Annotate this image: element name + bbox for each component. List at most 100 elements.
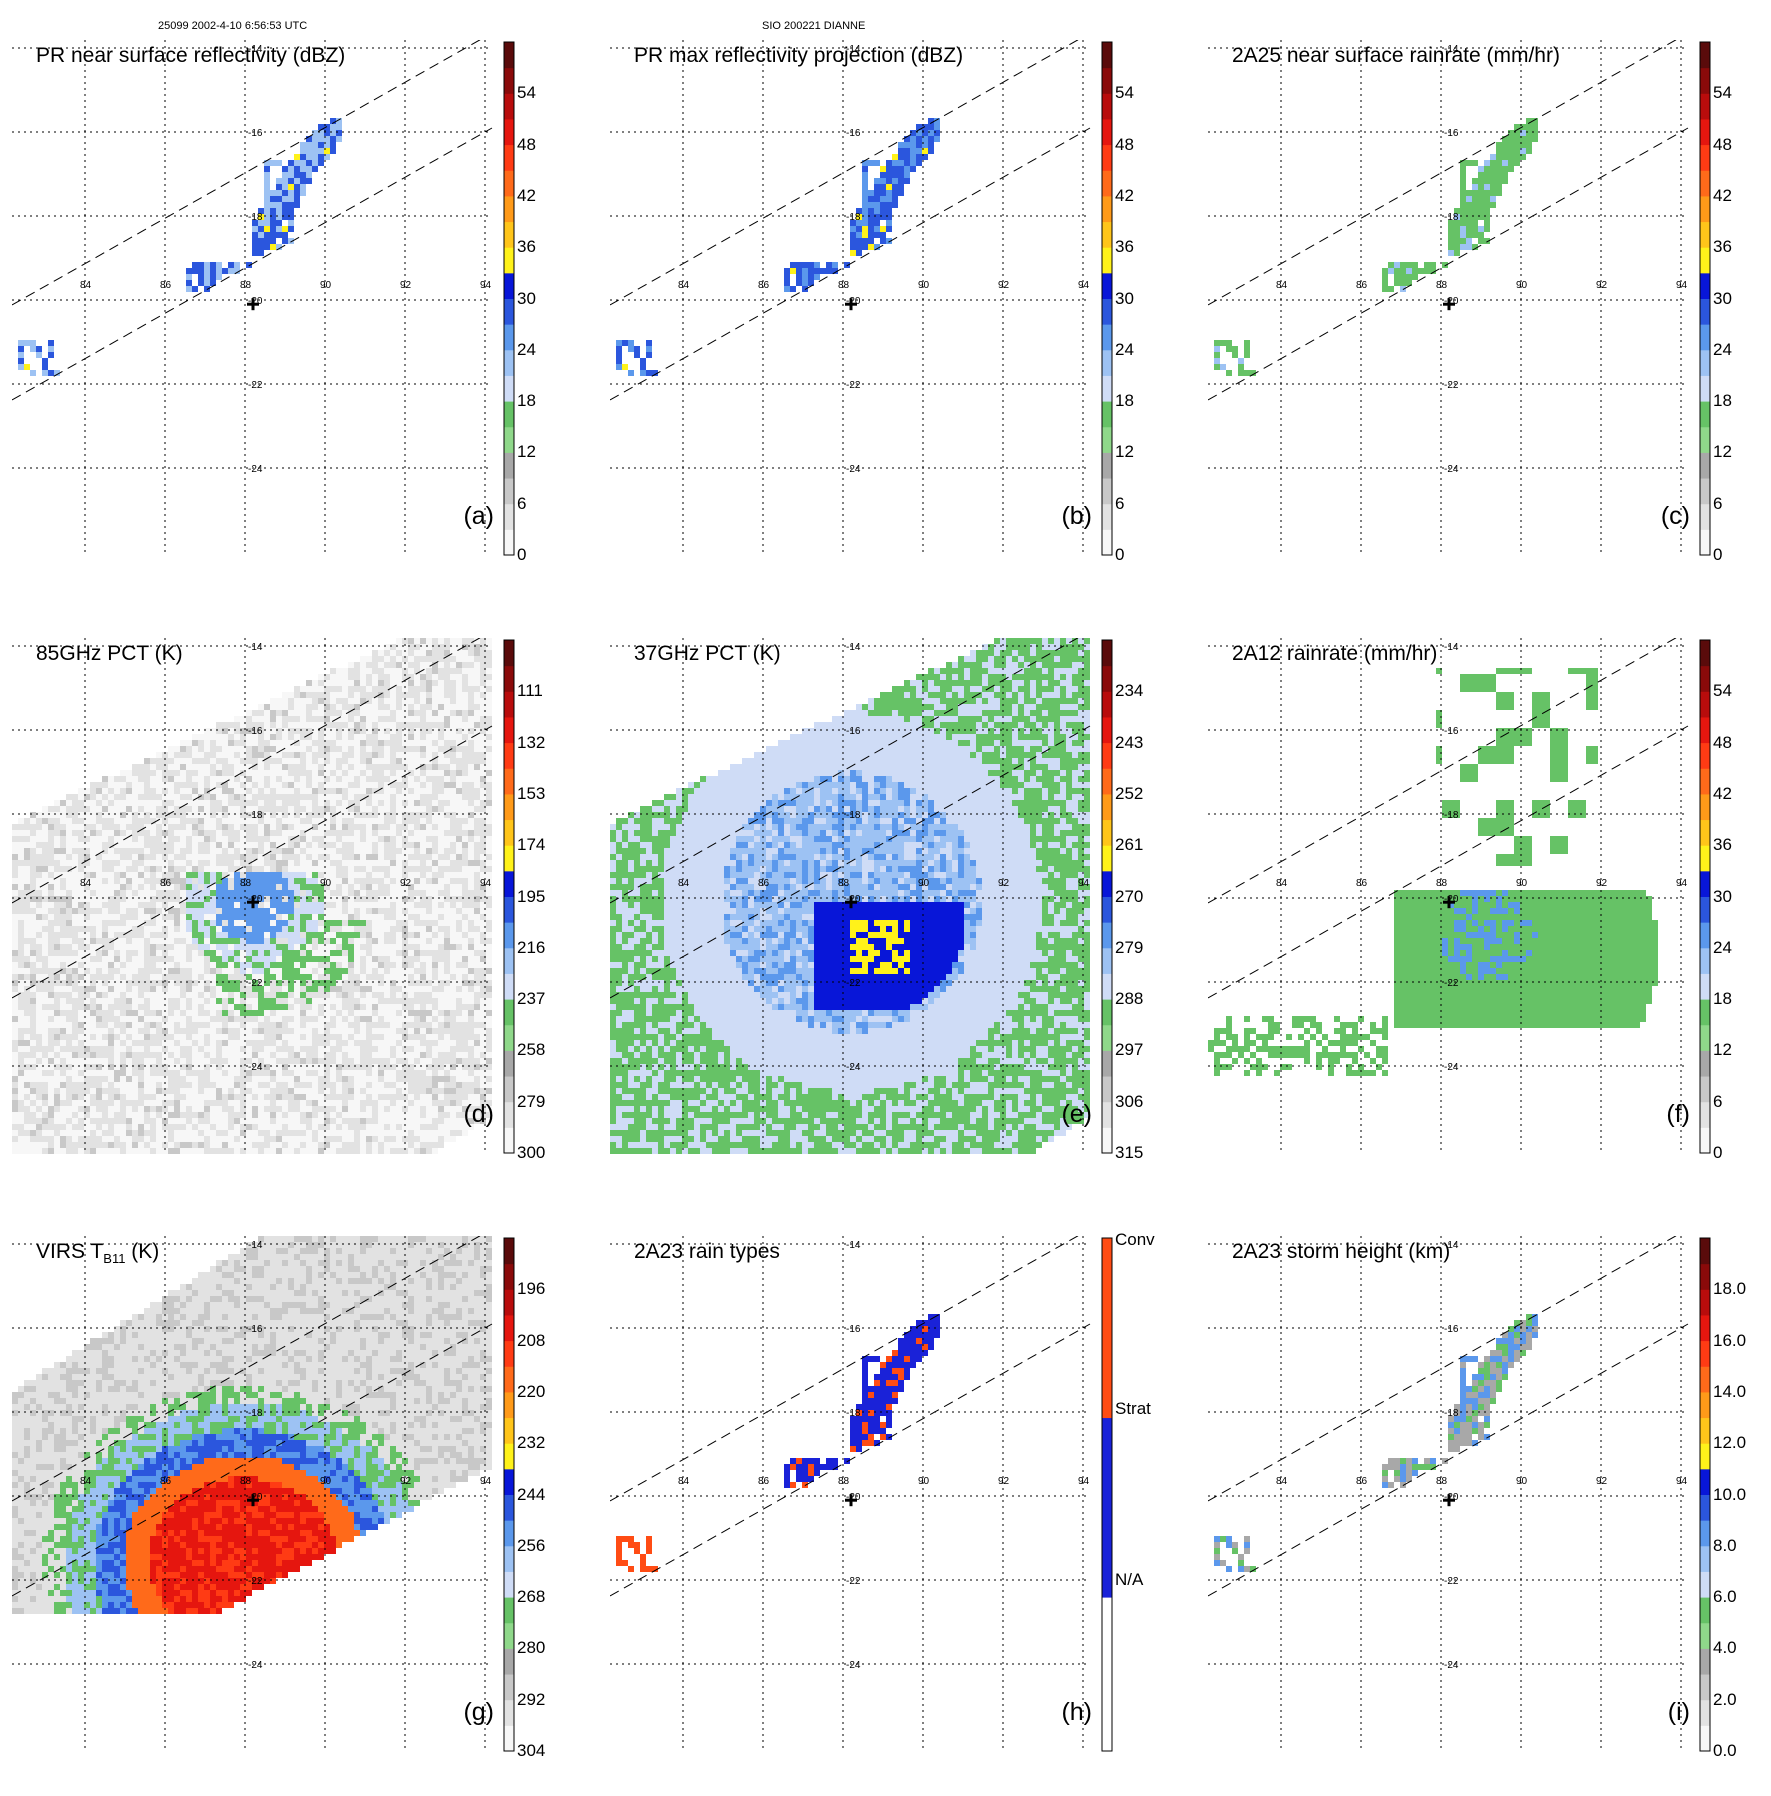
lat-label: -18 xyxy=(846,810,861,821)
lat-label: -18 xyxy=(1444,1408,1459,1419)
colorbar-tick-label: 30 xyxy=(1713,887,1732,907)
lat-label: -22 xyxy=(248,380,263,391)
colorbar-f xyxy=(1700,640,1710,1154)
colorbar-tick-label: 256 xyxy=(517,1536,545,1556)
lon-label: 94 xyxy=(1078,878,1090,889)
lon-label: 86 xyxy=(160,1476,172,1487)
panel-title: 37GHz PCT (K) xyxy=(634,642,781,666)
lon-label: 92 xyxy=(998,1476,1010,1487)
colorbar-tick-label: 36 xyxy=(517,237,536,257)
lon-label: 88 xyxy=(1436,280,1448,291)
panel-title: VIRS TB11 (K) xyxy=(36,1240,159,1266)
lon-label: 88 xyxy=(1436,878,1448,889)
colorbar-tick-label: 234 xyxy=(1115,681,1143,701)
lon-label: 90 xyxy=(320,878,332,889)
colorbar-tick-label: 12 xyxy=(1713,1040,1732,1060)
colorbar-tick-label: 6 xyxy=(1713,1092,1722,1112)
colorbar-tick-label: 220 xyxy=(517,1382,545,1402)
lat-label: -18 xyxy=(846,1408,861,1419)
colorbar-tick-label: 16.0 xyxy=(1713,1331,1746,1351)
colorbar-h xyxy=(1102,1238,1112,1752)
lon-label: 86 xyxy=(758,878,770,889)
lon-label: 90 xyxy=(1516,878,1528,889)
colorbar-tick-label: 48 xyxy=(517,135,536,155)
colorbar-tick-label: 30 xyxy=(1115,289,1134,309)
lon-label: 90 xyxy=(1516,1476,1528,1487)
colorbar-tick-label: 237 xyxy=(517,989,545,1009)
lon-label: 94 xyxy=(480,280,492,291)
colorbar-category-label: Strat xyxy=(1115,1399,1151,1419)
colorbar-tick-label: 252 xyxy=(1115,784,1143,804)
colorbar-tick-label: 12 xyxy=(517,442,536,462)
colorbar-tick-label: 306 xyxy=(1115,1092,1143,1112)
lon-label: 90 xyxy=(918,878,930,889)
colorbar-tick-label: 12.0 xyxy=(1713,1433,1746,1453)
lon-label: 94 xyxy=(480,878,492,889)
colorbar-tick-label: 48 xyxy=(1713,135,1732,155)
lat-label: -22 xyxy=(1444,978,1459,989)
panel-tag: (f) xyxy=(1666,1100,1690,1129)
colorbar-tick-label: 216 xyxy=(517,938,545,958)
lon-label: 84 xyxy=(80,878,92,889)
colorbar-category-label: N/A xyxy=(1115,1570,1143,1590)
lon-label: 90 xyxy=(918,1476,930,1487)
lon-label: 84 xyxy=(678,280,690,291)
panel-title: PR max reflectivity projection (dBZ) xyxy=(634,44,963,68)
colorbar-tick-label: 54 xyxy=(1713,83,1732,103)
lon-label: 84 xyxy=(678,878,690,889)
colorbar-d xyxy=(504,640,514,1154)
lat-label: -16 xyxy=(248,726,263,737)
lon-label: 94 xyxy=(1676,878,1688,889)
lat-label: -24 xyxy=(248,464,263,475)
lat-label: -22 xyxy=(1444,380,1459,391)
colorbar-b xyxy=(1102,42,1112,556)
lat-label: -16 xyxy=(846,726,861,737)
lat-label: -14 xyxy=(846,642,861,653)
lat-label: -24 xyxy=(846,1660,861,1671)
colorbar-tick-label: 24 xyxy=(1713,340,1732,360)
panel-tag: (c) xyxy=(1661,502,1690,531)
lat-label: -24 xyxy=(1444,1062,1459,1073)
lat-label: -24 xyxy=(846,1062,861,1073)
lat-label: -24 xyxy=(1444,464,1459,475)
colorbar-tick-label: 304 xyxy=(517,1741,545,1761)
lon-label: 92 xyxy=(400,878,412,889)
colorbar-tick-label: 2.0 xyxy=(1713,1690,1737,1710)
panel-title: 2A23 storm height (km) xyxy=(1232,1240,1450,1264)
colorbar-tick-label: 42 xyxy=(1713,784,1732,804)
field-raster-b xyxy=(616,118,940,376)
colorbar-tick-label: 0.0 xyxy=(1713,1741,1737,1761)
lat-label: -16 xyxy=(1444,1324,1459,1335)
colorbar-tick-label: 0 xyxy=(517,545,526,565)
colorbar-tick-label: 24 xyxy=(1713,938,1732,958)
lon-label: 88 xyxy=(240,878,252,889)
colorbar-tick-label: 42 xyxy=(1115,186,1134,206)
lon-label: 84 xyxy=(80,280,92,291)
panel-title: 85GHz PCT (K) xyxy=(36,642,183,666)
field-raster-g xyxy=(12,1236,492,1614)
colorbar-tick-label: 292 xyxy=(517,1690,545,1710)
colorbar-tick-label: 268 xyxy=(517,1587,545,1607)
colorbar-tick-label: 36 xyxy=(1713,237,1732,257)
lat-label: -14 xyxy=(846,1240,861,1251)
colorbar-tick-label: 261 xyxy=(1115,835,1143,855)
lon-label: 84 xyxy=(1276,280,1288,291)
colorbar-e xyxy=(1102,640,1112,1154)
field-raster-f xyxy=(1208,668,1658,1076)
lat-label: -16 xyxy=(248,128,263,139)
colorbar-tick-label: 0 xyxy=(1713,545,1722,565)
colorbar-tick-label: 174 xyxy=(517,835,545,855)
colorbar-tick-label: 208 xyxy=(517,1331,545,1351)
lon-label: 84 xyxy=(80,1476,92,1487)
lon-label: 86 xyxy=(160,280,172,291)
lat-label: -16 xyxy=(846,1324,861,1335)
lat-label: -14 xyxy=(248,1240,263,1251)
colorbar-tick-label: 54 xyxy=(517,83,536,103)
colorbar-tick-label: 6 xyxy=(517,494,526,514)
colorbar-tick-label: 48 xyxy=(1115,135,1134,155)
